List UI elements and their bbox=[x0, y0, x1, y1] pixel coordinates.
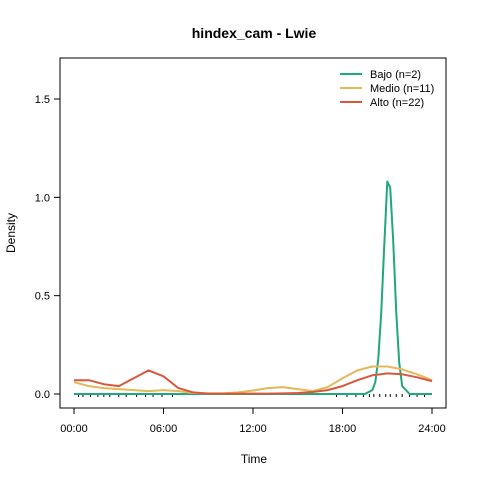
x-tick-label: 18:00 bbox=[329, 423, 357, 435]
x-axis-label: Time bbox=[241, 452, 268, 466]
y-tick-label: 1.0 bbox=[35, 192, 50, 204]
x-axis: 00:00 06:00 12:00 18:00 24:00 bbox=[60, 408, 446, 435]
x-tick-label: 24:00 bbox=[418, 423, 446, 435]
y-tick-label: 0.5 bbox=[35, 291, 50, 303]
series-line-3 bbox=[74, 369, 433, 395]
x-tick-label: 06:00 bbox=[150, 423, 178, 435]
y-axis-label: Density bbox=[4, 213, 18, 253]
chart-title: hindex_cam - Lwie bbox=[192, 25, 317, 41]
x-tick-label: 12:00 bbox=[239, 423, 267, 435]
legend: Bajo (n=2) Medio (n=11) Alto (n=22) bbox=[340, 69, 434, 109]
legend-label: Medio (n=11) bbox=[370, 83, 434, 95]
y-tick-label: 1.5 bbox=[35, 94, 50, 106]
legend-label: Bajo (n=2) bbox=[370, 69, 421, 81]
series-line-1 bbox=[74, 180, 432, 395]
plot-frame bbox=[59, 57, 447, 409]
series-line-2 bbox=[73, 365, 433, 395]
x-tick-label: 00:00 bbox=[60, 423, 88, 435]
y-axis: 0.0 0.5 1.0 1.5 bbox=[35, 94, 60, 401]
y-tick-label: 0.0 bbox=[35, 389, 50, 401]
series-lines bbox=[73, 180, 433, 395]
legend-label: Alto (n=22) bbox=[370, 97, 424, 109]
